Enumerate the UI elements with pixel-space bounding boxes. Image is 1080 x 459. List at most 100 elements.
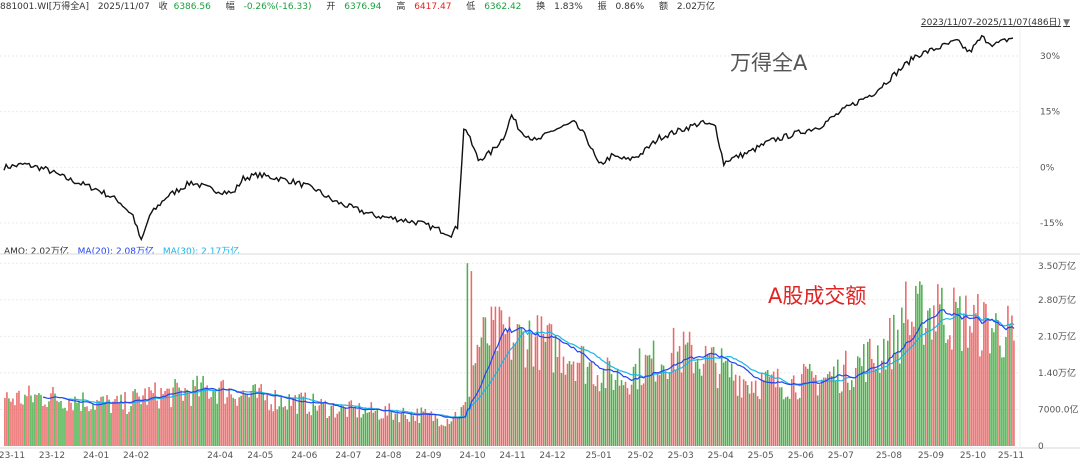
volume-bar (586, 366, 589, 446)
volume-bar (66, 410, 68, 446)
volume-bar (590, 361, 593, 446)
y-tick-label: 2.10万亿 (1038, 330, 1076, 342)
volume-bar (156, 400, 158, 446)
volume-bar (140, 404, 142, 446)
date-range-label[interactable]: 2023/11/07-2025/11/07(486日) (920, 18, 1062, 28)
volume-bar (740, 397, 743, 446)
volume-bar (162, 394, 164, 446)
volume-bar (570, 364, 573, 446)
volume-bar (718, 374, 721, 446)
x-tick-label: 25-02 (628, 451, 654, 459)
volume-bar (742, 379, 745, 446)
security-code[interactable]: 881001.WI[万得全A] (0, 2, 89, 12)
volume-bar (146, 404, 148, 446)
volume-bar (662, 365, 665, 446)
volume-bar (782, 399, 785, 446)
volume-bar (74, 396, 76, 446)
triangle-down-icon[interactable]: ▼ (1063, 18, 1070, 28)
volume-bar (664, 371, 667, 446)
volume-bar (750, 381, 753, 446)
volume-bar (744, 381, 747, 446)
volume-bar (76, 402, 78, 446)
volume-bar (470, 271, 473, 446)
volume-bar (558, 339, 561, 446)
volume-bar (60, 400, 62, 446)
volume-bar (863, 344, 865, 446)
volume-bar (786, 396, 789, 446)
volume-bar (132, 391, 134, 446)
volume-bar (316, 410, 319, 446)
volume-bar (524, 367, 527, 446)
volume-bar (46, 407, 48, 446)
volume-bar (520, 327, 523, 446)
volume-bar (26, 396, 28, 446)
volume-bar (901, 307, 903, 446)
volume-bar (350, 400, 353, 446)
volume-bar (692, 373, 695, 446)
volume-bar (94, 409, 96, 446)
volume-bar (262, 393, 264, 446)
volume-bar (644, 354, 647, 446)
low-label: 低 (466, 2, 476, 12)
volume-bar (792, 375, 795, 446)
volume-bar (38, 393, 40, 446)
volume-bar (939, 304, 941, 446)
close-field: 收 6386.56 (159, 2, 217, 12)
volume-bar (126, 414, 128, 446)
volume-bar (578, 362, 581, 446)
volume-bar (752, 392, 755, 446)
volume-bar (580, 345, 583, 446)
volume-bar (842, 364, 845, 446)
y-tick-label: 0% (1040, 163, 1055, 173)
volume-bar (869, 338, 871, 446)
x-tick-label: 24-02 (123, 451, 149, 459)
volume-bar (130, 406, 132, 446)
volume-bar (883, 338, 885, 446)
volume-bar (34, 394, 36, 446)
volume-bar (1003, 357, 1005, 446)
change-value: -0.26%(-16.33) (243, 2, 312, 12)
volume-bar (660, 364, 663, 446)
volume-bar (454, 411, 457, 446)
volume-bar (871, 359, 873, 446)
volume-bar (877, 345, 879, 446)
volume-bar (108, 399, 110, 446)
volume-bar (72, 410, 74, 446)
volume-bar (224, 403, 226, 446)
volume-bar (120, 394, 122, 446)
volume-bar (252, 385, 254, 446)
volume-bar (394, 413, 397, 446)
x-tick-label: 24-09 (415, 451, 441, 459)
volume-bar (838, 393, 841, 446)
volume-bar (486, 343, 489, 446)
volume-bar (971, 332, 973, 446)
volume-bar (340, 404, 343, 446)
volume-bar (322, 402, 325, 446)
volume-bar (370, 402, 373, 446)
volume-bar (310, 415, 312, 446)
volume-bar (672, 327, 675, 446)
volume-bar (178, 387, 180, 446)
volume-bar (995, 313, 997, 446)
volume-bar (78, 401, 80, 446)
volume-bar (909, 335, 911, 446)
volume-bar (12, 398, 14, 446)
volume-bar (716, 388, 719, 446)
volume-bar (438, 426, 441, 446)
volume-bar (402, 407, 405, 446)
amplitude-field: 振 0.86% (598, 2, 650, 12)
volume-bar (726, 358, 729, 446)
volume-bar (102, 396, 104, 446)
date-range-selector[interactable]: 2023/11/07-2025/11/07(486日) ▼ (921, 15, 1070, 28)
volume-bar (238, 397, 240, 446)
volume-bar (981, 350, 983, 446)
volume-bar (931, 339, 933, 446)
volume-bar (52, 387, 54, 446)
volume-bar (488, 345, 491, 446)
volume-bar (294, 395, 296, 446)
volume-bar (648, 354, 651, 446)
volume-bar (138, 396, 140, 446)
volume-bar (14, 405, 16, 446)
volume-bar (808, 363, 811, 446)
